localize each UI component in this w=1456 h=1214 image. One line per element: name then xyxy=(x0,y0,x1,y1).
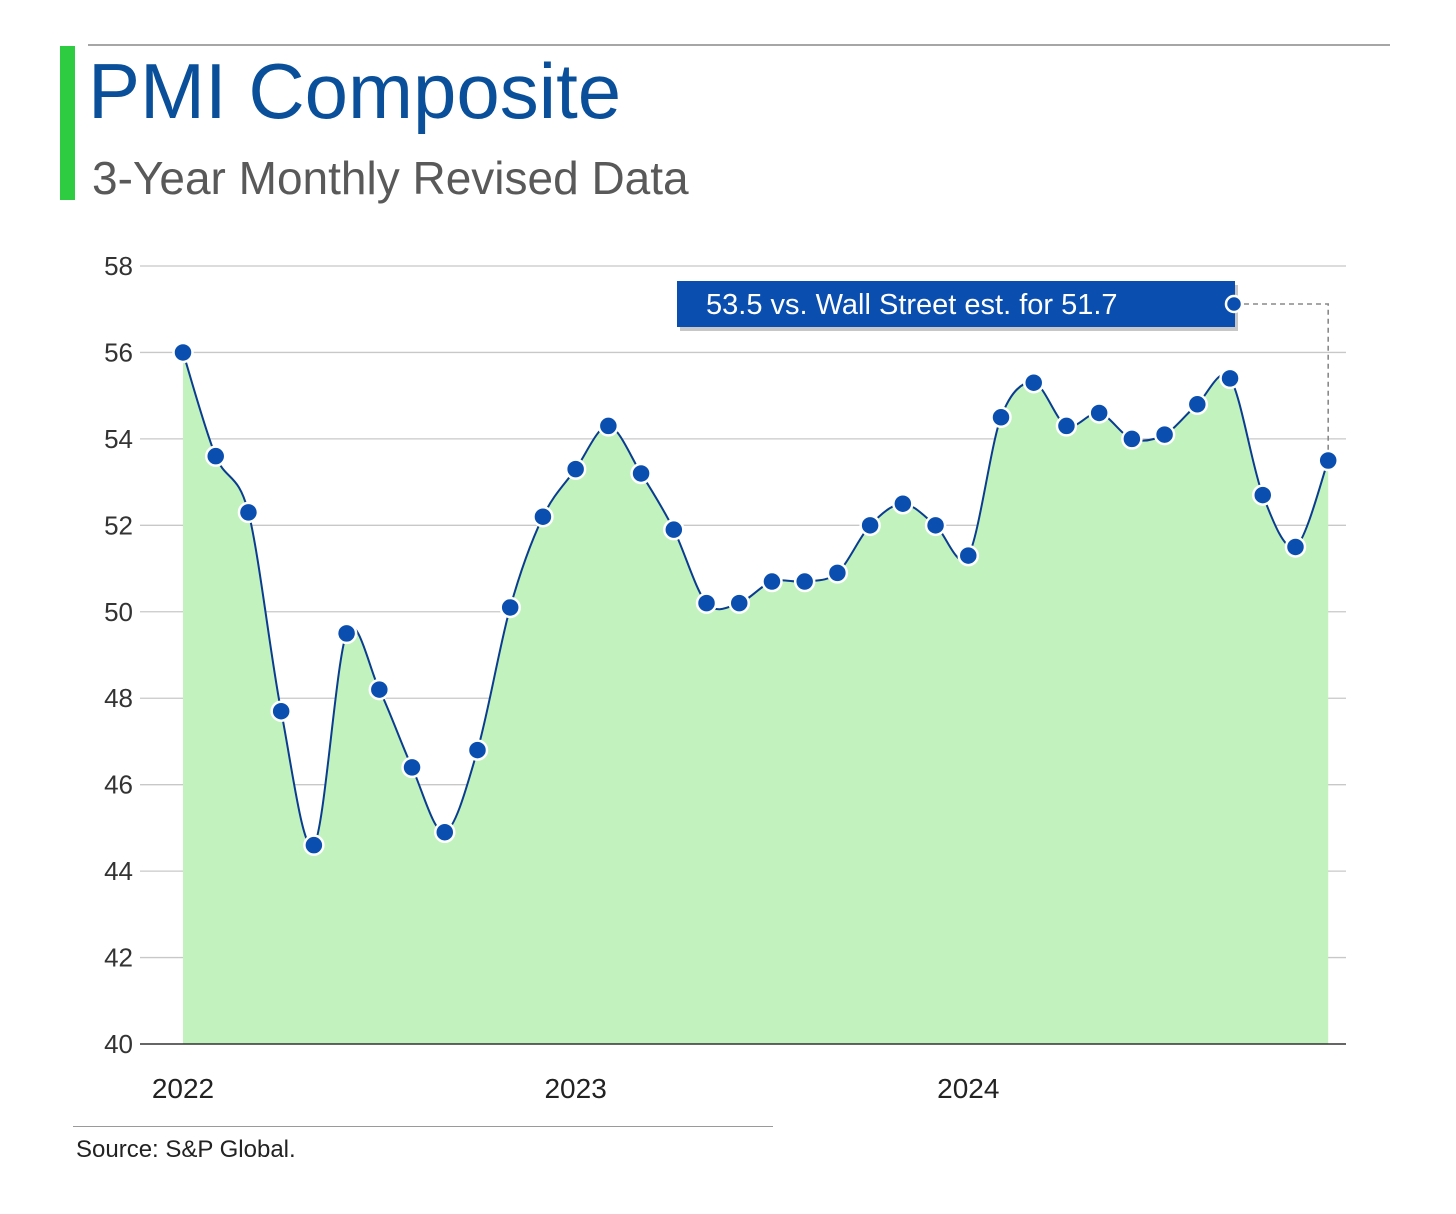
data-point-15 xyxy=(663,518,685,541)
top-rule xyxy=(88,44,1390,46)
data-point-16 xyxy=(695,592,718,614)
y-tick-label-44: 44 xyxy=(104,856,133,886)
annotation-leader-line xyxy=(1235,303,1329,451)
data-point-18 xyxy=(761,570,783,593)
data-point-1 xyxy=(204,445,227,467)
x-year-label-2024: 2024 xyxy=(937,1073,999,1104)
data-point-13 xyxy=(597,415,620,437)
data-point-29 xyxy=(1121,428,1143,450)
data-point-3 xyxy=(270,700,292,722)
data-point-10 xyxy=(499,596,521,619)
data-point-14 xyxy=(630,462,652,485)
y-tick-label-42: 42 xyxy=(104,943,133,973)
data-point-11 xyxy=(532,505,554,528)
x-year-label-2023: 2023 xyxy=(544,1073,606,1104)
data-point-5 xyxy=(335,622,358,645)
data-point-20 xyxy=(826,562,849,584)
data-point-6 xyxy=(368,678,391,701)
area-fill xyxy=(183,352,1329,1044)
y-tick-label-46: 46 xyxy=(104,770,133,800)
data-point-19 xyxy=(793,570,816,593)
annotation-box xyxy=(677,281,1235,327)
data-point-12 xyxy=(564,458,587,480)
data-point-34 xyxy=(1284,536,1307,558)
data-point-35 xyxy=(1317,449,1339,472)
annotation-marker xyxy=(1224,294,1244,314)
data-point-4 xyxy=(303,834,325,856)
y-tick-label-56: 56 xyxy=(104,337,133,367)
source-note: Source: S&P Global. xyxy=(76,1136,296,1163)
data-point-8 xyxy=(434,821,456,843)
y-tick-label-48: 48 xyxy=(104,683,133,713)
y-tick-label-52: 52 xyxy=(104,510,133,540)
data-point-24 xyxy=(957,544,980,567)
chart-title: PMI Composite xyxy=(88,47,622,135)
x-year-label-2022: 2022 xyxy=(152,1073,214,1104)
y-tick-label-50: 50 xyxy=(104,597,133,627)
data-point-33 xyxy=(1252,484,1274,506)
annotation-text: 53.5 vs. Wall Street est. for 51.7 xyxy=(706,289,1118,321)
data-point-9 xyxy=(466,739,489,761)
data-point-26 xyxy=(1022,371,1045,394)
title-accent-bar xyxy=(60,46,75,200)
data-point-2 xyxy=(237,501,260,524)
data-point-22 xyxy=(892,492,914,515)
data-point-21 xyxy=(859,514,881,537)
y-tick-label-40: 40 xyxy=(104,1029,133,1059)
data-point-31 xyxy=(1186,393,1209,416)
data-point-27 xyxy=(1055,415,1078,437)
data-point-32 xyxy=(1219,367,1241,390)
data-point-7 xyxy=(401,756,423,779)
y-tick-label-54: 54 xyxy=(104,424,133,454)
data-point-0 xyxy=(172,341,194,364)
chart-subtitle: 3-Year Monthly Revised Data xyxy=(92,152,689,204)
data-point-30 xyxy=(1153,423,1176,446)
data-point-17 xyxy=(728,592,750,614)
y-tick-label-58: 58 xyxy=(104,251,133,281)
data-point-25 xyxy=(990,406,1012,429)
source-rule xyxy=(73,1126,773,1127)
data-point-28 xyxy=(1088,402,1110,424)
data-point-23 xyxy=(924,514,947,537)
